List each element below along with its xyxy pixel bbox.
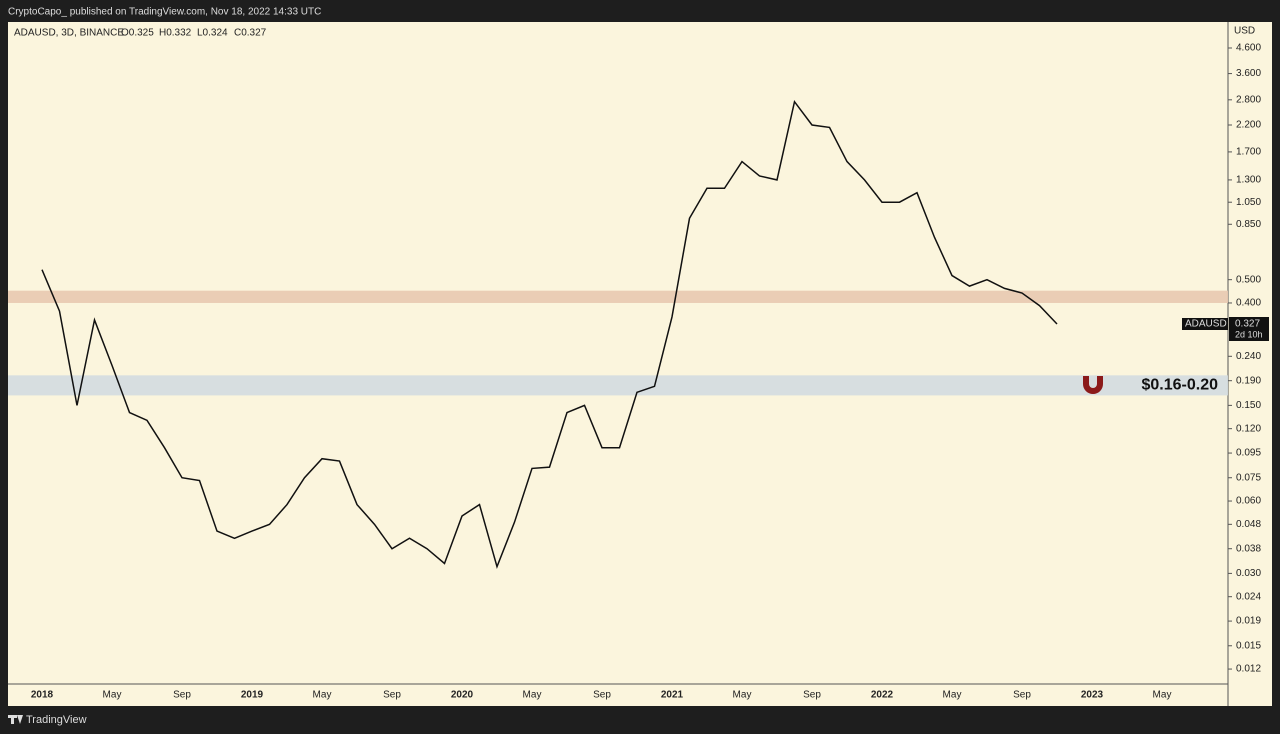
chart-area <box>8 22 1272 706</box>
y-tick-label: 0.019 <box>1236 616 1261 627</box>
price-tag <box>1229 317 1269 341</box>
price-tag-price: 0.327 <box>1235 319 1260 330</box>
x-tick-label: May <box>1153 690 1172 701</box>
y-tick-label: 0.015 <box>1236 640 1261 651</box>
x-tick-label: May <box>313 690 332 701</box>
price-tag <box>1182 318 1228 330</box>
price-tag-symbol: ADAUSD <box>1185 319 1227 330</box>
zone <box>8 290 1228 303</box>
x-tick-label: 2021 <box>661 690 684 701</box>
x-tick-label: 2023 <box>1081 690 1104 701</box>
y-tick-label: 0.012 <box>1236 664 1261 675</box>
y-tick-label: 0.075 <box>1236 472 1261 483</box>
footer: TradingView <box>26 714 87 726</box>
ohlc: O0.325 <box>121 28 154 39</box>
symbol: ADAUSD, 3D, BINANCE <box>14 28 124 39</box>
x-tick-label: May <box>943 690 962 701</box>
ohlc: H0.332 <box>159 28 192 39</box>
price-line <box>41 99 1058 570</box>
y-tick-label: 1.300 <box>1236 175 1261 186</box>
y-tick-label: 0.024 <box>1236 591 1261 602</box>
zone <box>8 375 1228 396</box>
y-tick-label: 2.800 <box>1236 94 1261 105</box>
publisher: CryptoCapo_ published on TradingView.com… <box>8 7 321 18</box>
axis-unit: USD <box>1234 26 1255 37</box>
x-tick-label: 2019 <box>241 690 264 701</box>
y-tick-label: 1.050 <box>1236 197 1261 208</box>
y-tick-label: 0.240 <box>1236 351 1261 362</box>
x-tick-label: May <box>523 690 542 701</box>
x-tick-label: Sep <box>383 690 401 701</box>
x-tick-label: Sep <box>803 690 821 701</box>
y-tick-label: 2.200 <box>1236 120 1261 131</box>
y-tick-label: 0.048 <box>1236 519 1261 530</box>
x-tick-label: Sep <box>1013 690 1031 701</box>
price-tag-countdown: 2d 10h <box>1235 329 1263 339</box>
x-tick-label: May <box>733 690 752 701</box>
x-tick-label: 2018 <box>31 690 54 701</box>
y-tick-label: 1.700 <box>1236 147 1261 158</box>
y-tick-label: 0.060 <box>1236 496 1261 507</box>
x-tick-label: Sep <box>593 690 611 701</box>
magnet-icon <box>1083 376 1103 394</box>
logo <box>8 715 23 724</box>
ohlc: C0.327 <box>234 28 267 39</box>
x-tick-label: 2020 <box>451 690 474 701</box>
y-tick-label: 0.030 <box>1236 568 1261 579</box>
y-tick-label: 0.190 <box>1236 375 1261 386</box>
y-tick-label: 0.038 <box>1236 543 1261 554</box>
x-tick-label: Sep <box>173 690 191 701</box>
y-tick-label: 0.120 <box>1236 423 1261 434</box>
y-tick-label: 3.600 <box>1236 68 1261 79</box>
y-tick-label: 0.850 <box>1236 219 1261 230</box>
x-tick-label: May <box>103 690 122 701</box>
x-tick-label: 2022 <box>871 690 894 701</box>
zone-label: $0.16-0.20 <box>1141 377 1218 394</box>
y-tick-label: 0.400 <box>1236 298 1261 309</box>
ohlc: L0.324 <box>197 28 228 39</box>
y-tick-label: 0.500 <box>1236 274 1261 285</box>
y-tick-label: 4.600 <box>1236 43 1261 54</box>
y-tick-label: 0.150 <box>1236 400 1261 411</box>
y-tick-label: 0.095 <box>1236 448 1261 459</box>
